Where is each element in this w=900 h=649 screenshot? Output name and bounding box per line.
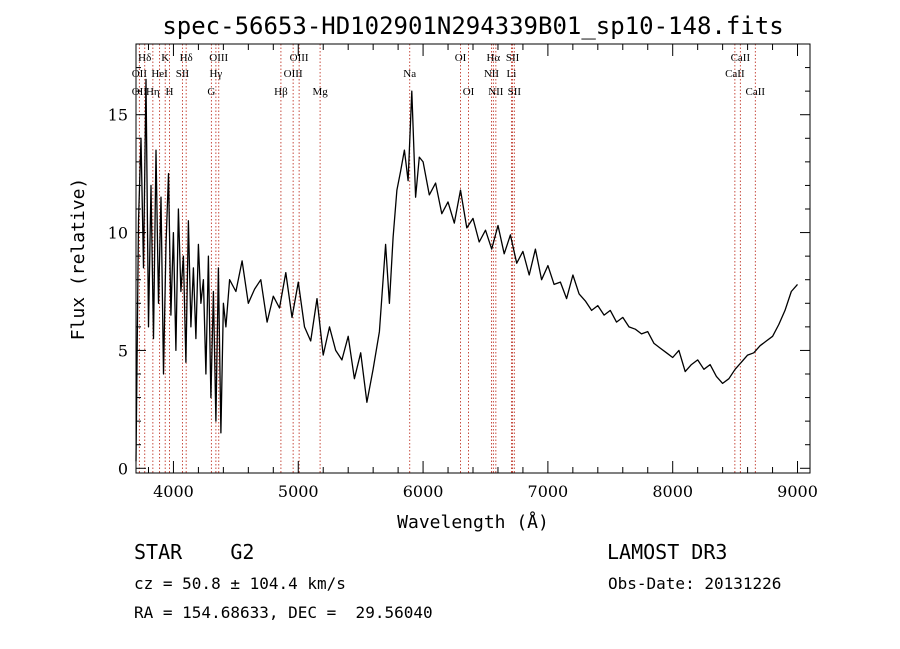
spectral-line-label: HeI (151, 68, 168, 80)
x-tick-label: 5000 (278, 482, 319, 501)
spectral-line-label: Na (403, 68, 416, 80)
spectral-line-markers (138, 44, 756, 473)
spectral-line-label: OIII (290, 52, 309, 64)
y-tick-label: 10 (108, 224, 128, 243)
spectral-line-label: OIII (209, 52, 228, 64)
chart-title: spec-56653-HD102901N294339B01_sp10-148.f… (162, 12, 783, 40)
spectral-line-label: OIII (284, 68, 303, 80)
x-axis-label: Wavelength (Å) (397, 511, 549, 533)
spectral-line-label: CaII (725, 68, 745, 80)
spectral-line-label: Hη (146, 86, 160, 98)
spectral-line-label: OI (455, 52, 467, 64)
spectral-line-label: SII (176, 68, 190, 80)
redshift-value: cz = 50.8 ± 104.4 km/s (134, 574, 346, 593)
y-axis-label: Flux (relative) (68, 178, 89, 341)
spectral-line-label: CaII (731, 52, 751, 64)
spectral-line-label: OII (132, 86, 148, 98)
y-tick-label: 15 (108, 106, 128, 125)
spectral-line-label: OI (463, 86, 475, 98)
survey-release: LAMOST DR3 (607, 540, 728, 564)
y-axis-ticks: 0 5 10 15 (108, 67, 810, 478)
spectral-line-label: SII (506, 52, 520, 64)
x-tick-label: 8000 (652, 482, 693, 501)
spectral-line-label: Li (507, 68, 517, 80)
spectral-line-label: Hδ (180, 52, 193, 64)
x-tick-label: 9000 (777, 482, 818, 501)
spectral-line-label: Mg (312, 86, 328, 98)
spectral-line-label: OII (132, 68, 148, 80)
x-tick-label: 4000 (153, 482, 194, 501)
y-tick-label: 0 (118, 459, 128, 478)
spectral-line-label: Hδ (138, 52, 151, 64)
star-class: STAR G2 (134, 540, 255, 564)
spectral-line-label: Hα (486, 52, 500, 64)
spectral-line-label: SII (508, 86, 522, 98)
x-axis-ticks: 4000 5000 6000 7000 8000 9000 (147, 44, 818, 501)
x-tick-label: 6000 (403, 482, 444, 501)
x-tick-label: 7000 (528, 482, 569, 501)
spectral-line-label: H (165, 86, 173, 98)
spectral-line-label: NII (484, 68, 500, 80)
spectral-line-label: G (207, 86, 215, 98)
spectral-line-label: Hγ (209, 68, 222, 80)
observation-date: Obs-Date: 20131226 (608, 574, 782, 593)
plot-frame (135, 43, 811, 474)
spectral-line-labels: Hδ K Hδ OIII OIII OI Hα SII CaII OII HeI SII Hγ OIII N… (132, 52, 766, 98)
y-tick-label: 5 (118, 341, 128, 360)
spectrum-line (135, 78, 798, 462)
spectral-line-label: CaII (746, 86, 766, 98)
spectral-line-label: NII (488, 86, 504, 98)
spectral-line-label: K (161, 52, 169, 64)
spectral-line-label: Hβ (274, 86, 288, 98)
sky-coordinates: RA = 154.68633, DEC = 29.56040 (134, 603, 433, 622)
